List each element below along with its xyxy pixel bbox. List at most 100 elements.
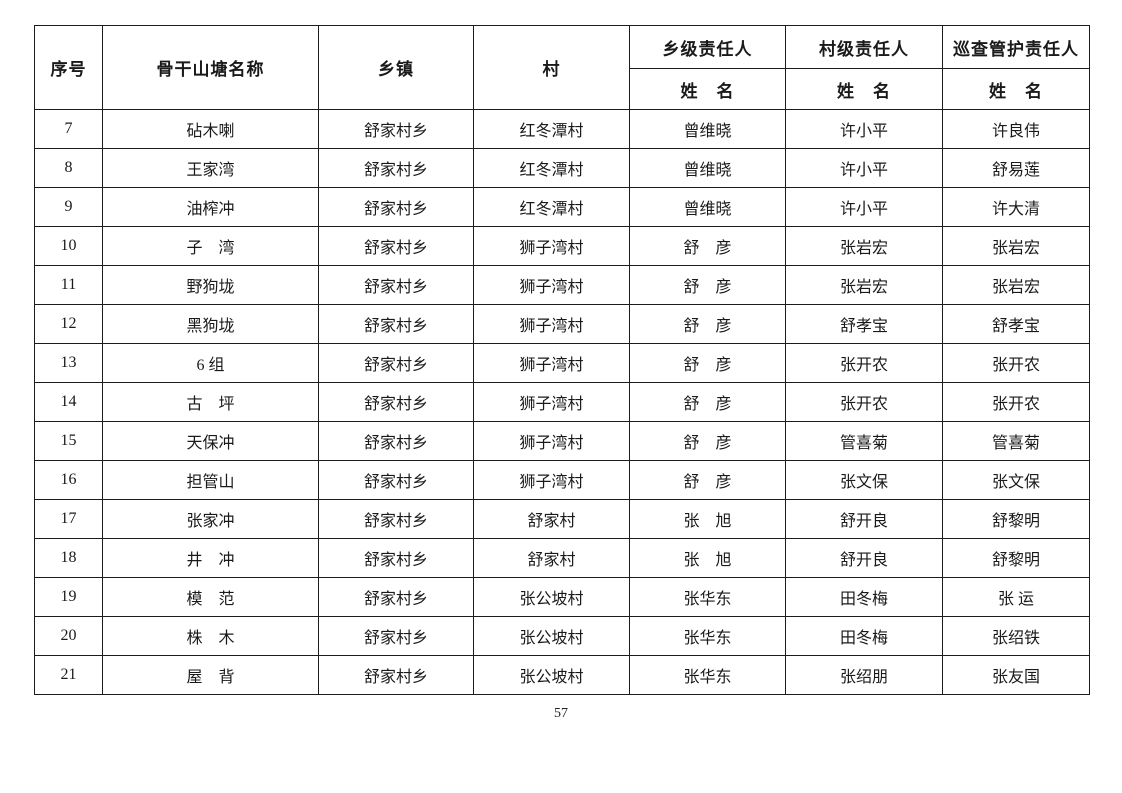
table-row: 13 6 组 舒家村乡 狮子湾村 舒 彦 张开农 张开农 [34,343,1090,383]
cell-serial: 19 [34,577,103,617]
cell-serial: 11 [34,265,103,305]
cell-village-person: 许小平 [785,187,943,227]
cell-town-person: 张 旭 [629,499,786,539]
cell-village: 狮子湾村 [473,343,630,383]
cell-village: 红冬潭村 [473,187,630,227]
cell-town-person: 舒 彦 [629,343,786,383]
cell-town-person: 舒 彦 [629,382,786,422]
cell-patrol-person: 张绍铁 [942,616,1090,656]
cell-pond-name: 砧木喇 [102,109,319,149]
cell-township: 舒家村乡 [318,460,474,500]
table-row: 8 王家湾 舒家村乡 红冬潭村 曾维晓 许小平 舒易莲 [34,148,1090,188]
cell-village-person: 许小平 [785,148,943,188]
cell-village: 狮子湾村 [473,382,630,422]
cell-town-person: 舒 彦 [629,460,786,500]
cell-village: 狮子湾村 [473,460,630,500]
cell-patrol-person: 管喜菊 [942,421,1090,461]
cell-patrol-person: 许良伟 [942,109,1090,149]
cell-village: 张公坡村 [473,655,630,695]
cell-village: 舒家村 [473,538,630,578]
cell-town-person: 张华东 [629,577,786,617]
cell-town-person: 张华东 [629,616,786,656]
table-row: 14 古 坪 舒家村乡 狮子湾村 舒 彦 张开农 张开农 [34,382,1090,422]
cell-serial: 8 [34,148,103,188]
cell-pond-name: 黑狗垅 [102,304,319,344]
table-row: 17 张家冲 舒家村乡 舒家村 张 旭 舒开良 舒黎明 [34,499,1090,539]
cell-village: 张公坡村 [473,577,630,617]
cell-pond-name: 井 冲 [102,538,319,578]
cell-patrol-person: 舒孝宝 [942,304,1090,344]
cell-serial: 9 [34,187,103,227]
cell-township: 舒家村乡 [318,382,474,422]
cell-pond-name: 古 坪 [102,382,319,422]
cell-town-person: 曾维晓 [629,187,786,227]
cell-township: 舒家村乡 [318,265,474,305]
cell-patrol-person: 张岩宏 [942,265,1090,305]
cell-village-person: 张开农 [785,382,943,422]
table-row: 21 屋 背 舒家村乡 张公坡村 张华东 张绍朋 张友国 [34,655,1090,695]
cell-village-person: 舒孝宝 [785,304,943,344]
cell-serial: 7 [34,109,103,149]
cell-village-person: 田冬梅 [785,616,943,656]
header-township: 乡镇 [318,25,474,110]
cell-village-person: 管喜菊 [785,421,943,461]
cell-township: 舒家村乡 [318,655,474,695]
cell-township: 舒家村乡 [318,109,474,149]
table-row: 18 井 冲 舒家村乡 舒家村 张 旭 舒开良 舒黎明 [34,538,1090,578]
cell-village-person: 张绍朋 [785,655,943,695]
cell-township: 舒家村乡 [318,304,474,344]
table-row: 19 模 范 舒家村乡 张公坡村 张华东 田冬梅 张 运 [34,577,1090,617]
header-town-level-person: 乡级责任人 [629,25,786,69]
cell-serial: 14 [34,382,103,422]
cell-village-person: 张文保 [785,460,943,500]
cell-serial: 21 [34,655,103,695]
table-header: 序号 骨干山塘名称 乡镇 村 乡级责任人 村级责任人 巡查管护责任人 姓 名 姓… [34,25,1090,110]
cell-pond-name: 天保冲 [102,421,319,461]
cell-township: 舒家村乡 [318,616,474,656]
cell-pond-name: 子 湾 [102,226,319,266]
cell-village-person: 张开农 [785,343,943,383]
header-pond-name: 骨干山塘名称 [102,25,319,110]
table-body: 7 砧木喇 舒家村乡 红冬潭村 曾维晓 许小平 许良伟 8 王家湾 舒家村乡 红… [34,109,1090,695]
cell-pond-name: 野狗垅 [102,265,319,305]
cell-serial: 17 [34,499,103,539]
cell-village-person: 许小平 [785,109,943,149]
cell-village-person: 田冬梅 [785,577,943,617]
table-row: 10 子 湾 舒家村乡 狮子湾村 舒 彦 张岩宏 张岩宏 [34,226,1090,266]
subheader-patrol-name: 姓 名 [942,68,1090,110]
subheader-town-name: 姓 名 [629,68,786,110]
header-village-level-person: 村级责任人 [785,25,943,69]
cell-town-person: 舒 彦 [629,421,786,461]
cell-patrol-person: 张 运 [942,577,1090,617]
cell-serial: 12 [34,304,103,344]
cell-village: 狮子湾村 [473,265,630,305]
cell-patrol-person: 舒黎明 [942,538,1090,578]
table-row: 11 野狗垅 舒家村乡 狮子湾村 舒 彦 张岩宏 张岩宏 [34,265,1090,305]
table-row: 12 黑狗垅 舒家村乡 狮子湾村 舒 彦 舒孝宝 舒孝宝 [34,304,1090,344]
cell-village: 狮子湾村 [473,226,630,266]
cell-township: 舒家村乡 [318,148,474,188]
cell-pond-name: 6 组 [102,343,319,383]
cell-town-person: 曾维晓 [629,109,786,149]
header-village: 村 [473,25,630,110]
cell-patrol-person: 张岩宏 [942,226,1090,266]
table-row: 16 担管山 舒家村乡 狮子湾村 舒 彦 张文保 张文保 [34,460,1090,500]
cell-town-person: 张华东 [629,655,786,695]
table-row: 7 砧木喇 舒家村乡 红冬潭村 曾维晓 许小平 许良伟 [34,109,1090,149]
cell-township: 舒家村乡 [318,187,474,227]
header-serial: 序号 [34,25,103,110]
cell-serial: 13 [34,343,103,383]
cell-pond-name: 株 木 [102,616,319,656]
cell-village: 红冬潭村 [473,109,630,149]
cell-pond-name: 油榨冲 [102,187,319,227]
cell-patrol-person: 张开农 [942,343,1090,383]
header-patrol-person: 巡查管护责任人 [942,25,1090,69]
cell-serial: 15 [34,421,103,461]
cell-patrol-person: 张文保 [942,460,1090,500]
table-row: 20 株 木 舒家村乡 张公坡村 张华东 田冬梅 张绍铁 [34,616,1090,656]
cell-pond-name: 张家冲 [102,499,319,539]
cell-township: 舒家村乡 [318,226,474,266]
cell-serial: 16 [34,460,103,500]
cell-township: 舒家村乡 [318,538,474,578]
cell-patrol-person: 舒易莲 [942,148,1090,188]
